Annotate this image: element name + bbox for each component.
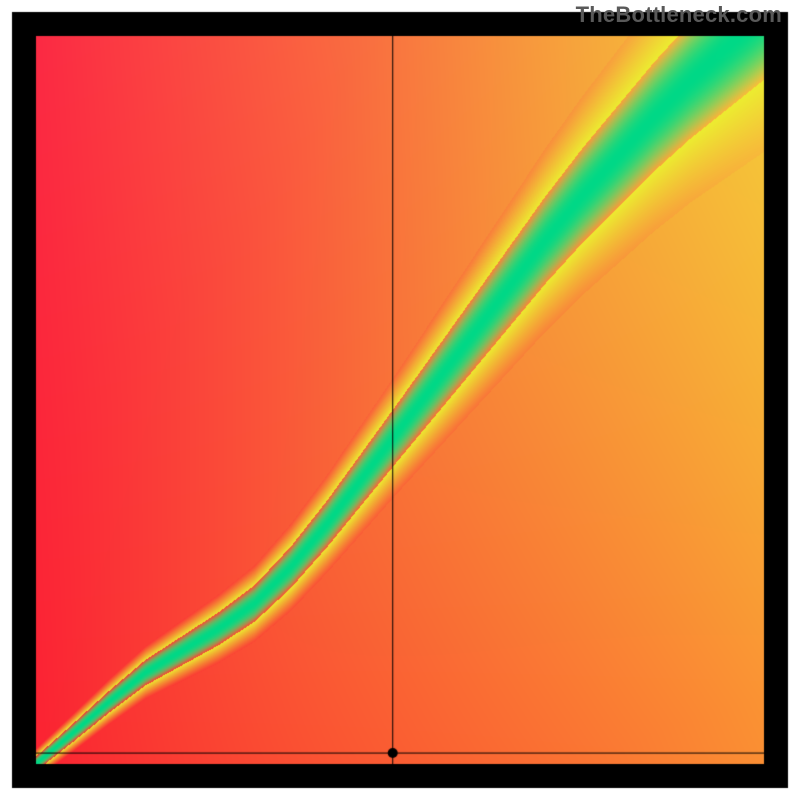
bottleneck-heatmap: [0, 0, 800, 800]
watermark-text: TheBottleneck.com: [576, 2, 782, 28]
